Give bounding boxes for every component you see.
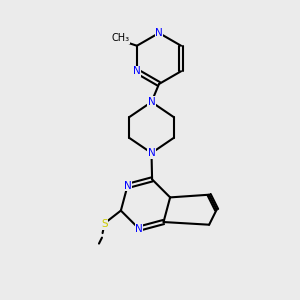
Text: N: N [148, 97, 155, 107]
Text: N: N [124, 181, 131, 191]
Text: CH₃: CH₃ [111, 33, 130, 43]
Text: S: S [101, 219, 108, 229]
Text: N: N [155, 28, 163, 38]
Text: N: N [148, 148, 155, 158]
Text: N: N [133, 66, 141, 76]
Text: N: N [135, 224, 143, 234]
